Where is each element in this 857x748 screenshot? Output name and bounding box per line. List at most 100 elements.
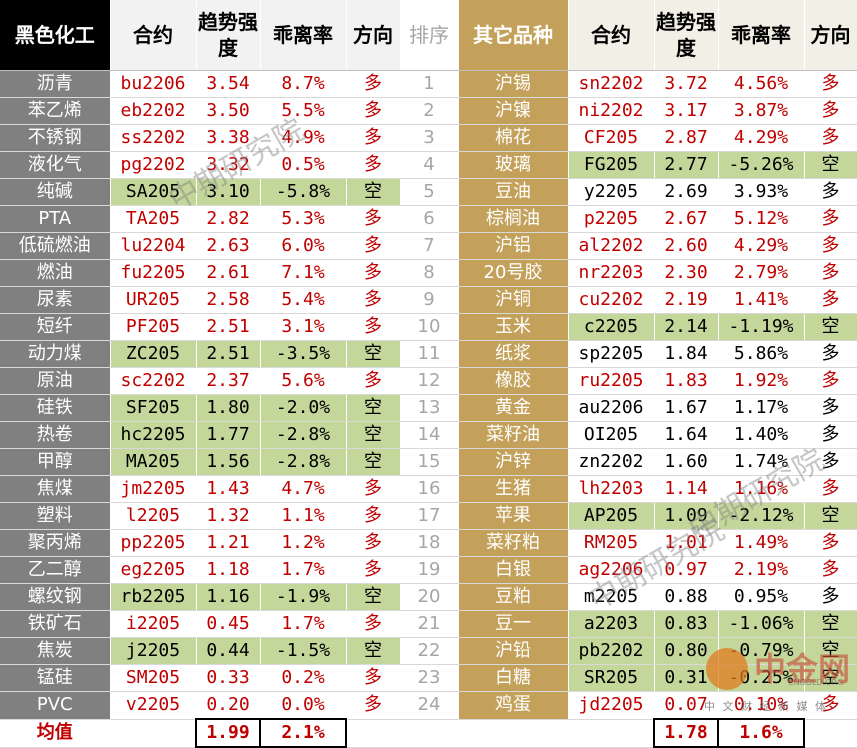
right-direction: 多 <box>804 556 857 584</box>
right-trend-strength: 1.14 <box>654 475 719 503</box>
rank-number: 21 <box>400 610 459 638</box>
average-blank-5 <box>568 719 655 748</box>
left-contract-code: pg2202 <box>110 151 197 179</box>
left-commodity-name: 硅铁 <box>0 394 111 422</box>
left-deviation-rate: 4.7% <box>260 475 347 503</box>
left-deviation-rate: 0.5% <box>260 151 347 179</box>
right-trend-strength: 2.77 <box>654 151 719 179</box>
right-contract-code: a2203 <box>568 610 655 638</box>
right-direction: 空 <box>804 151 857 179</box>
left-direction: 空 <box>346 340 401 368</box>
left-trend-strength: 3.50 <box>196 97 261 125</box>
left-direction: 多 <box>346 151 401 179</box>
left-commodity-name: 纯碱 <box>0 178 111 206</box>
right-commodity-name: 菜籽油 <box>458 421 569 449</box>
right-direction: 多 <box>804 205 857 233</box>
right-contract-code: m2205 <box>568 583 655 611</box>
right-direction: 多 <box>804 529 857 557</box>
right-trend-strength: 2.19 <box>654 286 719 314</box>
rank-number: 8 <box>400 259 459 287</box>
left-deviation-header: 乖离率 <box>260 0 347 71</box>
left-commodity-name: 燃油 <box>0 259 111 287</box>
left-trend-strength: 1.43 <box>196 475 261 503</box>
right-contract-code: ru2205 <box>568 367 655 395</box>
right-trend-strength: 1.60 <box>654 448 719 476</box>
left-direction: 多 <box>346 205 401 233</box>
right-contract-code: au2206 <box>568 394 655 422</box>
right-deviation-rate: 5.12% <box>718 205 805 233</box>
right-deviation-rate: 4.56% <box>718 70 805 98</box>
left-direction: 多 <box>346 529 401 557</box>
right-commodity-name: 黄金 <box>458 394 569 422</box>
left-deviation-rate: 4.9% <box>260 124 347 152</box>
right-commodity-name: 苹果 <box>458 502 569 530</box>
right-deviation-rate: 2.79% <box>718 259 805 287</box>
left-direction: 多 <box>346 691 401 720</box>
left-contract-code: lu2204 <box>110 232 197 260</box>
right-deviation-header: 乖离率 <box>718 0 805 71</box>
left-deviation-rate: 5.3% <box>260 205 347 233</box>
left-direction: 多 <box>346 313 401 341</box>
rank-number: 4 <box>400 151 459 179</box>
right-contract-code: nr2203 <box>568 259 655 287</box>
right-commodity-name: 纸浆 <box>458 340 569 368</box>
left-commodity-name: 液化气 <box>0 151 111 179</box>
right-deviation-rate: -2.12% <box>718 502 805 530</box>
table-row: 苯乙烯 eb2202 3.50 5.5% 多 2 沪镍 ni2202 3.17 3.87% 多 <box>0 97 857 125</box>
table-row: 尿素 UR205 2.58 5.4% 多 9 沪铜 cu2202 2.19 1.41% 多 <box>0 286 857 314</box>
left-trend-strength: 1.18 <box>196 556 261 584</box>
left-contract-code: fu2205 <box>110 259 197 287</box>
right-contract-code: SR205 <box>568 664 655 692</box>
right-contract-code: OI205 <box>568 421 655 449</box>
right-direction: 多 <box>804 394 857 422</box>
right-contract-code: RM205 <box>568 529 655 557</box>
left-commodity-name: 铁矿石 <box>0 610 111 638</box>
right-trend-strength: 1.84 <box>654 340 719 368</box>
left-contract-code: SM205 <box>110 664 197 692</box>
rank-number: 13 <box>400 394 459 422</box>
right-deviation-rate: 0.10% <box>718 691 805 720</box>
left-trend-strength: 0.44 <box>196 637 261 665</box>
table-row: 锰硅 SM205 0.33 0.2% 多 23 白糖 SR205 0.31 -0.25% 空 <box>0 664 857 692</box>
left-deviation-rate: 8.7% <box>260 70 347 98</box>
table-row: 液化气 pg2202 3.32 0.5% 多 4 玻璃 FG205 2.77 -5.26% 空 <box>0 151 857 179</box>
left-deviation-rate: 5.4% <box>260 286 347 314</box>
right-deviation-rate: 4.29% <box>718 232 805 260</box>
right-commodity-name: 白银 <box>458 556 569 584</box>
right-deviation-rate: 5.86% <box>718 340 805 368</box>
rank-number: 3 <box>400 124 459 152</box>
right-contract-code: lh2203 <box>568 475 655 503</box>
table-row: 短纤 PF205 2.51 3.1% 多 10 玉米 c2205 2.14 -1.19% 空 <box>0 313 857 341</box>
right-contract-code: ag2206 <box>568 556 655 584</box>
right-direction: 空 <box>804 313 857 341</box>
right-commodity-name: 沪锌 <box>458 448 569 476</box>
right-trend-strength: 1.01 <box>654 529 719 557</box>
left-deviation-rate: 1.1% <box>260 502 347 530</box>
right-trend-strength: 2.67 <box>654 205 719 233</box>
left-direction: 多 <box>346 502 401 530</box>
left-deviation-rate: -1.9% <box>260 583 347 611</box>
right-deviation-rate: -1.19% <box>718 313 805 341</box>
left-direction: 空 <box>346 178 401 206</box>
left-direction: 多 <box>346 367 401 395</box>
right-trend-strength: 0.31 <box>654 664 719 692</box>
rank-number: 10 <box>400 313 459 341</box>
left-deviation-rate: -2.8% <box>260 448 347 476</box>
average-blank-1 <box>110 719 197 748</box>
table-row: 硅铁 SF205 1.80 -2.0% 空 13 黄金 au2206 1.67 1.17% 多 <box>0 394 857 422</box>
left-contract-code: UR205 <box>110 286 197 314</box>
table-row: 螺纹钢 rb2205 1.16 -1.9% 空 20 豆粕 m2205 0.88 0.95% 多 <box>0 583 857 611</box>
rank-number: 6 <box>400 205 459 233</box>
left-commodity-name: 苯乙烯 <box>0 97 111 125</box>
right-commodity-name: 玉米 <box>458 313 569 341</box>
left-trend-strength: 1.80 <box>196 394 261 422</box>
left-contract-code: ss2202 <box>110 124 197 152</box>
left-deviation-rate: -2.8% <box>260 421 347 449</box>
left-trend-strength: 1.16 <box>196 583 261 611</box>
left-trend-strength: 2.51 <box>196 340 261 368</box>
right-contract-code: al2202 <box>568 232 655 260</box>
right-deviation-rate: -0.79% <box>718 637 805 665</box>
average-blank-4 <box>458 719 569 748</box>
right-average-strength: 1.78 <box>653 718 719 748</box>
right-deviation-rate: 1.40% <box>718 421 805 449</box>
